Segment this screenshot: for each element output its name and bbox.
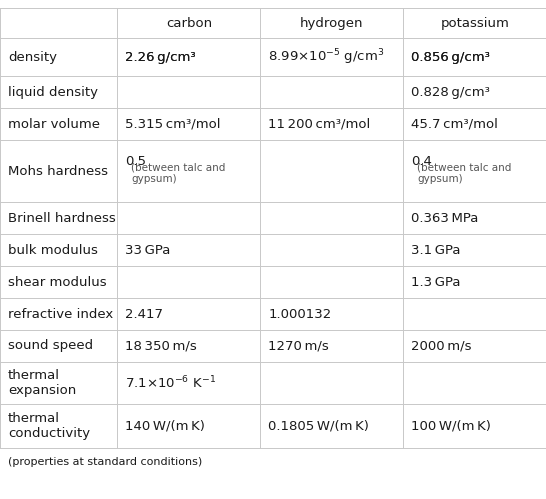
Text: (between talc and
gypsum): (between talc and gypsum) bbox=[132, 162, 225, 184]
Text: 2000 m/s: 2000 m/s bbox=[412, 339, 472, 352]
Text: refractive index: refractive index bbox=[8, 307, 113, 320]
Text: thermal
expansion: thermal expansion bbox=[8, 369, 76, 397]
Text: $8.99{\times}10^{-5}\ \mathrm{g/cm}^{3}$: $8.99{\times}10^{-5}\ \mathrm{g/cm}^{3}$ bbox=[269, 47, 385, 67]
Text: 0.4: 0.4 bbox=[412, 155, 432, 168]
Text: 0.856 g/cm³: 0.856 g/cm³ bbox=[412, 50, 490, 63]
Text: 0.856 g/cm³: 0.856 g/cm³ bbox=[412, 50, 490, 63]
Text: hydrogen: hydrogen bbox=[300, 16, 364, 29]
Text: 1.000132: 1.000132 bbox=[269, 307, 331, 320]
Text: carbon: carbon bbox=[166, 16, 212, 29]
Text: 140 W/(m K): 140 W/(m K) bbox=[126, 420, 205, 433]
Text: sound speed: sound speed bbox=[8, 339, 93, 352]
Text: bulk modulus: bulk modulus bbox=[8, 244, 98, 256]
Text: density: density bbox=[8, 50, 57, 63]
Text: Mohs hardness: Mohs hardness bbox=[8, 165, 108, 178]
Text: molar volume: molar volume bbox=[8, 117, 100, 131]
Text: 2.417: 2.417 bbox=[126, 307, 163, 320]
Text: 33 GPa: 33 GPa bbox=[126, 244, 171, 256]
Text: thermal
conductivity: thermal conductivity bbox=[8, 412, 90, 440]
Text: 100 W/(m K): 100 W/(m K) bbox=[412, 420, 491, 433]
Text: Brinell hardness: Brinell hardness bbox=[8, 212, 116, 225]
Text: 18 350 m/s: 18 350 m/s bbox=[126, 339, 197, 352]
Text: shear modulus: shear modulus bbox=[8, 275, 106, 288]
Text: 5.315 cm³/mol: 5.315 cm³/mol bbox=[126, 117, 221, 131]
Text: 2.26 g/cm³: 2.26 g/cm³ bbox=[126, 50, 196, 63]
Text: 45.7 cm³/mol: 45.7 cm³/mol bbox=[412, 117, 498, 131]
Text: 0.363 MPa: 0.363 MPa bbox=[412, 212, 479, 225]
Text: (between talc and
gypsum): (between talc and gypsum) bbox=[418, 162, 512, 184]
Text: 1.3 GPa: 1.3 GPa bbox=[412, 275, 461, 288]
Text: 0.5: 0.5 bbox=[126, 155, 146, 168]
Text: $7.1{\times}10^{-6}\ \mathrm{K}^{-1}$: $7.1{\times}10^{-6}\ \mathrm{K}^{-1}$ bbox=[126, 375, 216, 391]
Text: (properties at standard conditions): (properties at standard conditions) bbox=[8, 457, 202, 467]
Text: 0.1805 W/(m K): 0.1805 W/(m K) bbox=[269, 420, 369, 433]
Text: 0.828 g/cm³: 0.828 g/cm³ bbox=[412, 85, 490, 98]
Text: 2.26 g/cm³: 2.26 g/cm³ bbox=[126, 50, 196, 63]
Text: 11 200 cm³/mol: 11 200 cm³/mol bbox=[269, 117, 371, 131]
Text: potassium: potassium bbox=[440, 16, 509, 29]
Text: 1270 m/s: 1270 m/s bbox=[269, 339, 329, 352]
Text: 3.1 GPa: 3.1 GPa bbox=[412, 244, 461, 256]
Text: liquid density: liquid density bbox=[8, 85, 98, 98]
